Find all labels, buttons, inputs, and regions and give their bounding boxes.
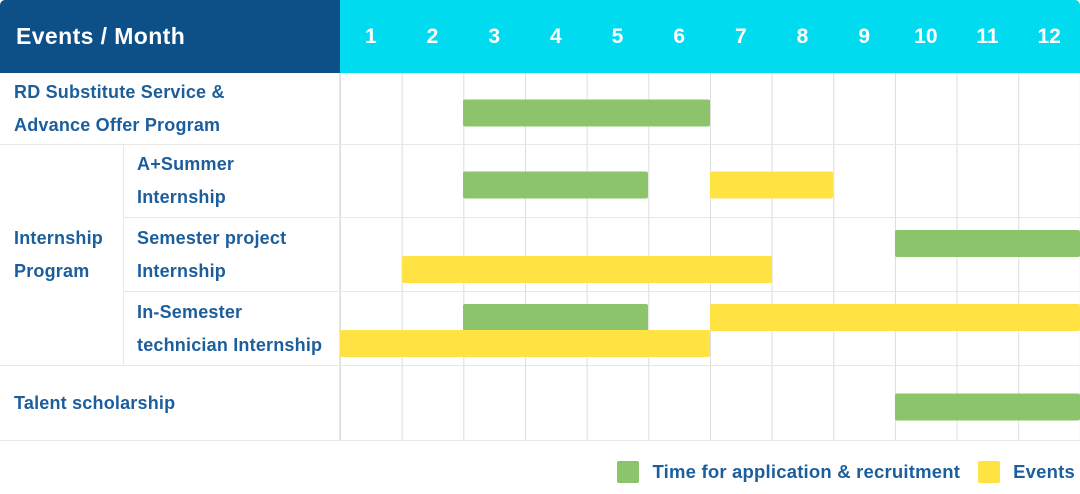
- row-rd-substitute: RD Substitute Service & Advance Offer Pr…: [0, 73, 1080, 145]
- table-header: Events / Month 1 2 3 4 5 6 7 8 9 10 11 12: [0, 0, 1080, 73]
- gantt-bar-application: [463, 171, 649, 199]
- row-label-line: In-Semester: [137, 301, 243, 322]
- month-label-10: 10: [914, 24, 938, 48]
- gantt-bar-application: [895, 230, 1080, 257]
- row-talent-scholarship: Talent scholarship: [0, 366, 1080, 441]
- row-label-line: A+Summer: [137, 154, 235, 174]
- internship-program-group: Internship Program A+Summer Internship S…: [0, 145, 1080, 366]
- application-green-swatch: [617, 461, 640, 483]
- legend-label-application: Time for application & recruitment: [652, 461, 961, 482]
- month-label-3: 3: [488, 24, 500, 48]
- row-label-talent-scholarship: Talent scholarship: [0, 366, 340, 440]
- gantt-bar-event: [710, 304, 1080, 331]
- month-label-6: 6: [673, 24, 685, 48]
- gantt-bar-event: [710, 171, 834, 199]
- gantt-track-talent-scholarship: [340, 366, 1080, 440]
- gantt-bar-application: [463, 99, 710, 126]
- row-label-line: Internship: [137, 187, 227, 207]
- row-label-line: Advance Offer Program: [14, 114, 221, 135]
- month-label-12: 12: [1037, 24, 1061, 48]
- month-label-7: 7: [734, 24, 747, 48]
- month-header-row: 1 2 3 4 5 6 7 8 9 10 11 12: [340, 0, 1080, 73]
- row-semester-project: Semester project Internship: [124, 218, 1080, 292]
- gantt-track-a-plus-summer: [340, 145, 1080, 217]
- events-month-title: Events / Month: [0, 0, 340, 73]
- month-label-5: 5: [611, 24, 624, 48]
- group-label-line: Internship: [14, 228, 104, 248]
- gantt-bar-application: [463, 304, 649, 331]
- month-label-2: 2: [426, 24, 439, 48]
- row-label-line: Internship: [137, 260, 227, 281]
- month-label-1: 1: [364, 24, 377, 48]
- row-label-line: Semester project: [137, 227, 287, 248]
- group-label-internship-program: Internship Program: [0, 145, 124, 365]
- row-label-line: RD Substitute Service &: [14, 81, 225, 102]
- month-label-4: 4: [549, 24, 562, 48]
- month-label-11: 11: [976, 24, 999, 48]
- legend-item-events: Events: [978, 461, 1075, 483]
- row-a-plus-summer: A+Summer Internship: [124, 145, 1080, 218]
- row-label-line: technician Internship: [137, 334, 323, 355]
- events-yellow-swatch: [978, 461, 1001, 483]
- gantt-track-rd-substitute: [340, 73, 1080, 144]
- internship-program-rows: A+Summer Internship Semester project Int…: [124, 145, 1080, 365]
- month-label-9: 9: [858, 24, 870, 48]
- schedule-table: Events / Month 1 2 3 4 5 6 7 8 9 10 11 12 RD Substi…: [0, 0, 1080, 441]
- group-label-line: Program: [14, 261, 90, 281]
- row-in-semester-technician: In-Semester technician Internship: [124, 292, 1080, 365]
- legend-label-events: Events: [1013, 461, 1075, 482]
- legend: Time for application & recruitment Event…: [617, 459, 1075, 485]
- row-label-line: Talent scholarship: [14, 392, 176, 413]
- gantt-bar-application: [895, 393, 1080, 421]
- legend-item-application: Time for application & recruitment: [617, 461, 960, 483]
- month-label-8: 8: [796, 24, 809, 48]
- row-label-rd-substitute: RD Substitute Service & Advance Offer Pr…: [0, 73, 340, 144]
- gantt-track-in-semester-technician: [340, 292, 1080, 365]
- row-label-a-plus-summer: A+Summer Internship: [124, 145, 340, 217]
- gantt-bar-event: [340, 330, 710, 357]
- row-label-semester-project: Semester project Internship: [124, 218, 340, 291]
- gantt-track-semester-project: [340, 218, 1080, 291]
- row-label-in-semester-technician: In-Semester technician Internship: [124, 292, 340, 365]
- gantt-bar-event: [401, 256, 772, 283]
